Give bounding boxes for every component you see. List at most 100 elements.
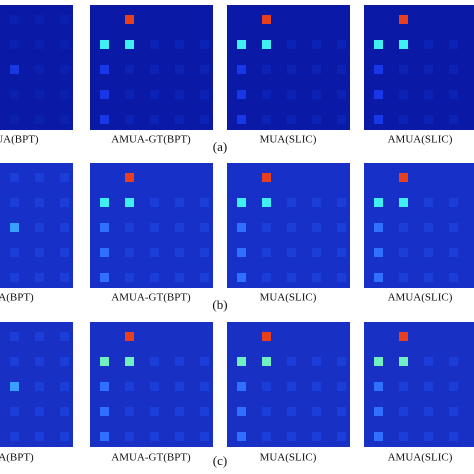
heat-cell [399, 115, 408, 124]
panel-caption: AMUA-GT(BPT) [111, 292, 191, 304]
heat-cell [399, 273, 408, 282]
heat-cell [237, 223, 246, 232]
heat-cell [175, 115, 184, 124]
heat-cell [10, 65, 19, 74]
heat-cell [35, 40, 44, 49]
heat-cell [424, 248, 433, 257]
heat-cell [100, 40, 109, 49]
heat-cell [35, 357, 44, 366]
heat-cell [337, 90, 346, 99]
heat-cell [10, 90, 19, 99]
heat-cell [175, 248, 184, 257]
heat-cell [449, 248, 458, 257]
heatmap-panel [0, 5, 73, 130]
heat-cell [35, 223, 44, 232]
heat-cell [424, 357, 433, 366]
heat-cell [262, 357, 271, 366]
heat-cell [60, 273, 69, 282]
heat-cell [399, 407, 408, 416]
heat-cell [262, 223, 271, 232]
heat-cell [424, 223, 433, 232]
row-label: (c) [213, 453, 227, 468]
heat-cell [262, 248, 271, 257]
heat-cell [35, 173, 44, 182]
heat-cell [237, 198, 246, 207]
heat-cell [175, 198, 184, 207]
heat-cell [10, 115, 19, 124]
heat-cell [10, 223, 19, 232]
heat-cell [449, 407, 458, 416]
heat-cell [424, 432, 433, 441]
heat-cell [200, 90, 209, 99]
heat-cell [237, 40, 246, 49]
heat-cell [312, 432, 321, 441]
heat-cell [150, 223, 159, 232]
panel-caption: MUA(SLIC) [260, 292, 317, 304]
heat-cell [449, 90, 458, 99]
heat-cell [399, 432, 408, 441]
panel-caption: MUA(BPT) [0, 134, 39, 146]
heat-cell [10, 273, 19, 282]
heat-cell [125, 382, 134, 391]
heat-cell [100, 90, 109, 99]
heat-cell [175, 407, 184, 416]
heat-cell [125, 332, 134, 341]
heat-cell [200, 223, 209, 232]
panel-caption: AMUA(SLIC) [388, 134, 453, 146]
heat-cell [200, 273, 209, 282]
heat-cell [449, 198, 458, 207]
heat-cell [60, 40, 69, 49]
heat-cell [312, 357, 321, 366]
heat-cell [60, 15, 69, 24]
heatmap-panel [364, 322, 474, 447]
heat-cell [399, 357, 408, 366]
heat-cell [449, 382, 458, 391]
heat-cell [424, 115, 433, 124]
heat-cell [399, 248, 408, 257]
panel-caption: AMUA(SLIC) [388, 452, 453, 464]
heat-cell [35, 115, 44, 124]
heat-cell [60, 382, 69, 391]
heatmap-panel [90, 163, 213, 288]
heat-cell [150, 40, 159, 49]
heat-cell [200, 198, 209, 207]
heat-cell [200, 115, 209, 124]
heat-cell [374, 432, 383, 441]
heat-cell [10, 198, 19, 207]
heat-cell [10, 332, 19, 341]
heat-cell [35, 332, 44, 341]
heat-cell [449, 115, 458, 124]
heatmap-panel [364, 5, 474, 130]
heat-cell [399, 223, 408, 232]
heat-cell [424, 198, 433, 207]
heat-cell [262, 332, 271, 341]
heat-cell [374, 223, 383, 232]
heat-cell [312, 65, 321, 74]
heat-cell [150, 65, 159, 74]
heat-cell [374, 198, 383, 207]
row-label: (a) [213, 139, 227, 154]
heatmap-panel [364, 163, 474, 288]
heat-cell [262, 40, 271, 49]
heat-cell [125, 65, 134, 74]
heat-cell [125, 115, 134, 124]
heat-cell [399, 382, 408, 391]
heat-cell [374, 248, 383, 257]
heat-cell [100, 432, 109, 441]
heat-cell [100, 382, 109, 391]
heat-cell [424, 382, 433, 391]
heat-cell [175, 382, 184, 391]
heat-cell [399, 15, 408, 24]
heat-cell [262, 407, 271, 416]
row-label: (b) [212, 297, 227, 312]
heat-cell [237, 357, 246, 366]
heat-cell [262, 273, 271, 282]
heat-cell [10, 432, 19, 441]
heat-cell [125, 15, 134, 24]
heat-cell [35, 90, 44, 99]
heat-cell [449, 357, 458, 366]
panel-caption: AMUA-GT(BPT) [111, 134, 191, 146]
heat-cell [374, 65, 383, 74]
heat-cell [287, 198, 296, 207]
heat-cell [150, 115, 159, 124]
